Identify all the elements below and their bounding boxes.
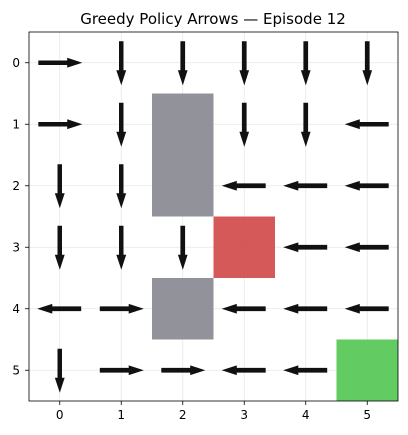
- arrow-layer: [37, 41, 389, 393]
- goal-region-3: [336, 339, 398, 401]
- policy-arrow-r1-c3-down: [239, 102, 250, 147]
- policy-arrow-r0-c3-down: [239, 41, 250, 86]
- wall-region-0: [152, 93, 214, 217]
- policy-arrow-r5-c1-right: [99, 365, 144, 376]
- policy-arrow-r4-c0-left: [37, 303, 82, 314]
- x-tick-label-4: 4: [302, 408, 310, 422]
- policy-arrow-r3-c5-left: [344, 242, 389, 253]
- policy-arrow-r2-c4-left: [283, 180, 328, 191]
- x-tick-label-5: 5: [363, 408, 371, 422]
- policy-arrow-r1-c5-left: [344, 119, 389, 130]
- x-tick-label-0: 0: [56, 408, 64, 422]
- x-tick-label-1: 1: [117, 408, 125, 422]
- policy-arrow-r0-c0-right: [38, 57, 83, 68]
- policy-arrow-r0-c4-down: [300, 41, 311, 86]
- policy-arrow-r0-c1-down: [116, 41, 127, 86]
- y-tick-label-3: 3: [12, 240, 20, 254]
- y-tick-label-5: 5: [12, 363, 20, 377]
- policy-arrow-r4-c1-right: [99, 303, 144, 314]
- policy-arrow-r5-c2-right: [161, 365, 206, 376]
- wall-region-1: [152, 278, 214, 340]
- chart-title: Greedy Policy Arrows — Episode 12: [80, 10, 346, 28]
- policy-arrow-r2-c3-left: [221, 180, 266, 191]
- policy-arrow-r0-c5-down: [362, 41, 373, 86]
- y-tick-label-4: 4: [12, 302, 20, 316]
- x-tick-label-2: 2: [179, 408, 187, 422]
- x-tick-label-3: 3: [240, 408, 248, 422]
- policy-arrow-r2-c1-down: [116, 164, 127, 209]
- policy-arrow-r1-c0-right: [38, 119, 83, 130]
- plot-frame: [28, 31, 399, 402]
- policy-arrow-r3-c4-left: [283, 242, 328, 253]
- y-tick-label-1: 1: [12, 117, 20, 131]
- policy-arrow-r4-c5-left: [344, 303, 389, 314]
- hazard-region-2: [213, 216, 275, 278]
- tick-layer: 0 1 2 3 4 5 0 1 2 3 4 5: [12, 56, 371, 422]
- policy-arrow-r1-c1-down: [116, 102, 127, 147]
- policy-arrow-r0-c2-down: [177, 41, 188, 86]
- policy-arrow-r5-c0-down: [54, 348, 65, 393]
- policy-arrow-r2-c0-down: [54, 164, 65, 209]
- policy-arrow-r4-c4-left: [283, 303, 328, 314]
- policy-arrow-r3-c1-down: [116, 225, 127, 270]
- policy-arrow-r4-c3-left: [221, 303, 266, 314]
- policy-arrow-r5-c4-left: [283, 365, 328, 376]
- region-layer: [152, 93, 398, 401]
- policy-arrow-r2-c5-left: [344, 180, 389, 191]
- policy-arrow-r1-c4-down: [300, 102, 311, 147]
- policy-arrow-r5-c3-left: [221, 365, 266, 376]
- y-tick-label-2: 2: [12, 179, 20, 193]
- y-tick-label-0: 0: [12, 56, 20, 70]
- policy-arrow-r3-c0-down: [54, 225, 65, 270]
- policy-arrow-r3-c2-down: [177, 225, 188, 270]
